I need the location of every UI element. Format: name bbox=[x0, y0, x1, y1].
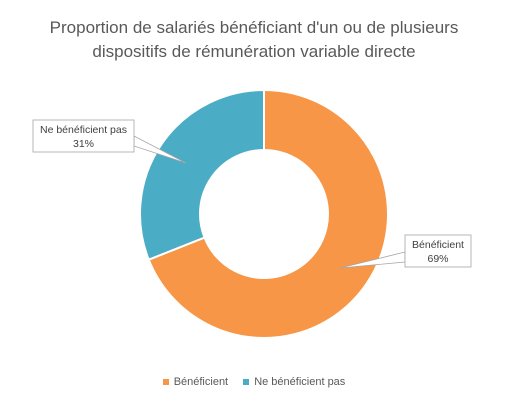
legend-item-beneficient[interactable]: Bénéficient bbox=[162, 376, 229, 388]
chart-legend: Bénéficient Ne bénéficient pas bbox=[0, 376, 508, 388]
slice-ne-beneficient-pas[interactable] bbox=[139, 88, 265, 261]
data-label-value-beneficient: 69% bbox=[427, 253, 448, 265]
data-label-category-beneficient: Bénéficient bbox=[412, 239, 464, 251]
data-label-box-ne-beneficient-pas bbox=[32, 119, 135, 153]
chart-title-line-2: dispositifs de rémunération variable dir… bbox=[92, 42, 416, 61]
data-label-beneficient: Bénéficient 69% bbox=[339, 234, 472, 269]
legend-swatch-beneficient bbox=[162, 379, 169, 385]
data-label-category-ne-beneficient-pas: Ne bénéficient pas bbox=[40, 124, 127, 136]
slice-beneficient[interactable] bbox=[147, 88, 389, 339]
data-label-ne-beneficient-pas: Ne bénéficient pas 31% bbox=[32, 119, 187, 164]
chart-title-line-1: Proportion de salariés bénéficiant d'un … bbox=[49, 18, 459, 37]
legend-item-ne-beneficient-pas[interactable]: Ne bénéficient pas bbox=[243, 376, 345, 388]
legend-swatch-ne-beneficient-pas bbox=[243, 379, 250, 385]
data-label-value-ne-beneficient-pas: 31% bbox=[73, 138, 94, 150]
data-label-box-beneficient bbox=[404, 234, 472, 268]
legend-label-ne-beneficient-pas: Ne bénéficient pas bbox=[254, 376, 346, 388]
legend-label-beneficient: Bénéficient bbox=[173, 376, 229, 388]
